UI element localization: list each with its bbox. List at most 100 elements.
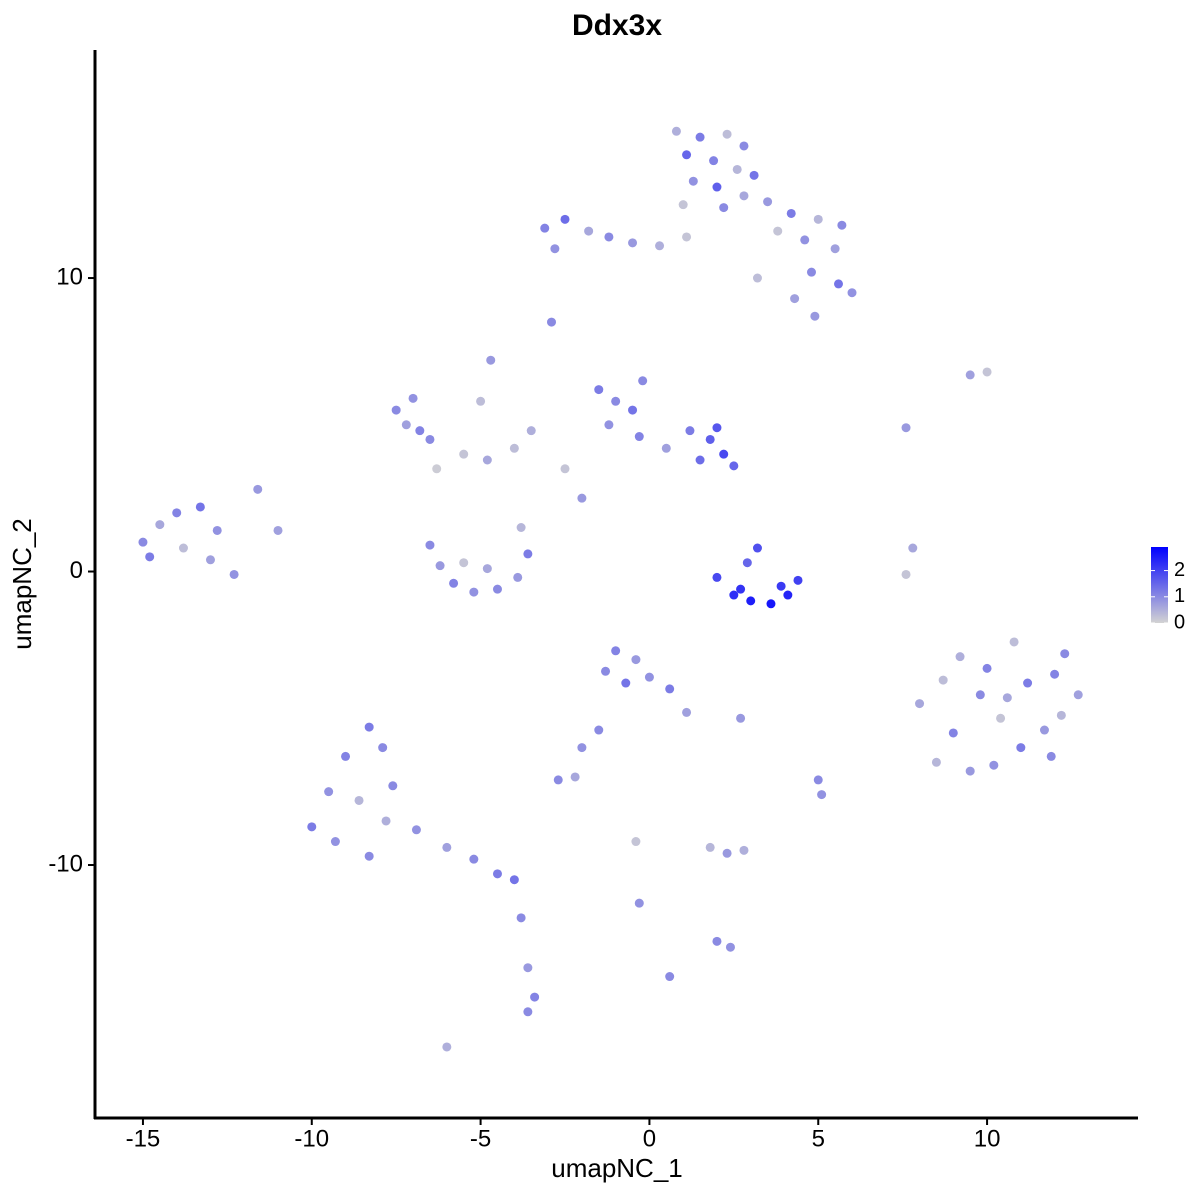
cell-point xyxy=(786,208,796,218)
cell-point xyxy=(948,728,958,738)
cell-point xyxy=(145,552,155,562)
cell-point xyxy=(682,150,692,160)
cell-point xyxy=(682,707,692,717)
cell-point xyxy=(442,842,452,852)
cell-point xyxy=(513,572,523,582)
cell-point xyxy=(330,837,340,847)
cell-point xyxy=(742,558,752,568)
cell-point xyxy=(739,845,749,855)
cell-point xyxy=(766,599,776,609)
y-tick-label: -10 xyxy=(48,850,83,877)
cell-point xyxy=(631,655,641,665)
cell-point xyxy=(577,743,587,753)
cell-point xyxy=(638,376,648,386)
x-axis-title: umapNC_1 xyxy=(551,1153,683,1183)
cell-point xyxy=(847,288,857,298)
cell-point xyxy=(688,176,698,186)
cell-point xyxy=(722,129,732,139)
cell-point xyxy=(1016,743,1026,753)
cell-point xyxy=(1002,693,1012,703)
cell-point xyxy=(459,558,469,568)
cell-point xyxy=(712,936,722,946)
cell-point xyxy=(172,508,182,518)
cell-point xyxy=(547,317,557,327)
chart-title: Ddx3x xyxy=(572,9,662,42)
cell-point xyxy=(492,584,502,594)
cell-point xyxy=(908,543,918,553)
cell-point xyxy=(752,273,762,283)
cell-point xyxy=(229,569,239,579)
cell-point xyxy=(813,775,823,785)
cell-point xyxy=(435,561,445,571)
cell-point xyxy=(989,760,999,770)
cell-point xyxy=(601,666,611,676)
cell-point xyxy=(560,214,570,224)
cell-point xyxy=(806,267,816,277)
cell-point xyxy=(722,848,732,858)
cell-point xyxy=(425,540,435,550)
cell-point xyxy=(560,464,570,474)
cell-point xyxy=(492,869,502,879)
cell-point xyxy=(628,238,638,248)
cell-point xyxy=(526,426,536,436)
cell-point xyxy=(705,434,715,444)
colorbar xyxy=(1151,547,1168,623)
cell-point xyxy=(540,223,550,233)
cell-point xyxy=(178,543,188,553)
colorbar-tick-label: 2 xyxy=(1174,559,1185,581)
cell-point xyxy=(628,405,638,415)
cell-point xyxy=(712,572,722,582)
cell-point xyxy=(611,396,621,406)
cell-point xyxy=(570,772,580,782)
cell-point xyxy=(634,432,644,442)
cell-point xyxy=(729,461,739,471)
cell-point xyxy=(408,393,418,403)
cell-point xyxy=(195,502,205,512)
cell-point xyxy=(813,214,823,224)
cell-point xyxy=(476,396,486,406)
x-tick-label: -5 xyxy=(470,1125,491,1152)
cell-point xyxy=(550,244,560,254)
cell-point xyxy=(459,449,469,459)
cell-point xyxy=(523,963,533,973)
cell-point xyxy=(469,854,479,864)
y-tick-label: 10 xyxy=(56,263,83,290)
x-tick-label: -10 xyxy=(294,1125,329,1152)
cell-point xyxy=(800,235,810,245)
cell-point xyxy=(1056,710,1066,720)
cell-point xyxy=(611,646,621,656)
cell-point xyxy=(324,787,334,797)
cell-point xyxy=(138,537,148,547)
cell-point xyxy=(685,426,695,436)
cell-point xyxy=(621,678,631,688)
cell-point xyxy=(834,279,844,289)
cell-point xyxy=(401,420,411,430)
cell-point xyxy=(1039,725,1049,735)
cell-point xyxy=(354,795,364,805)
cell-point xyxy=(509,875,519,885)
cell-point xyxy=(746,596,756,606)
cell-point xyxy=(975,690,985,700)
cell-point xyxy=(793,575,803,585)
cell-point xyxy=(655,241,665,251)
cell-point xyxy=(212,525,222,535)
x-tick-label: 0 xyxy=(643,1125,656,1152)
cell-point xyxy=(1023,678,1033,688)
cell-point xyxy=(901,423,911,433)
cell-point xyxy=(604,420,614,430)
cell-point xyxy=(982,663,992,673)
cell-point xyxy=(739,191,749,201)
cell-point xyxy=(509,443,519,453)
cell-point xyxy=(516,523,526,533)
cell-point xyxy=(665,972,675,982)
cell-point xyxy=(915,699,925,709)
cell-point xyxy=(830,244,840,254)
cell-point xyxy=(1046,751,1056,761)
cell-point xyxy=(773,226,783,236)
cell-point xyxy=(729,590,739,600)
cell-point xyxy=(938,675,948,685)
cell-point xyxy=(671,126,681,136)
cell-point xyxy=(381,816,391,826)
cell-point xyxy=(837,220,847,230)
